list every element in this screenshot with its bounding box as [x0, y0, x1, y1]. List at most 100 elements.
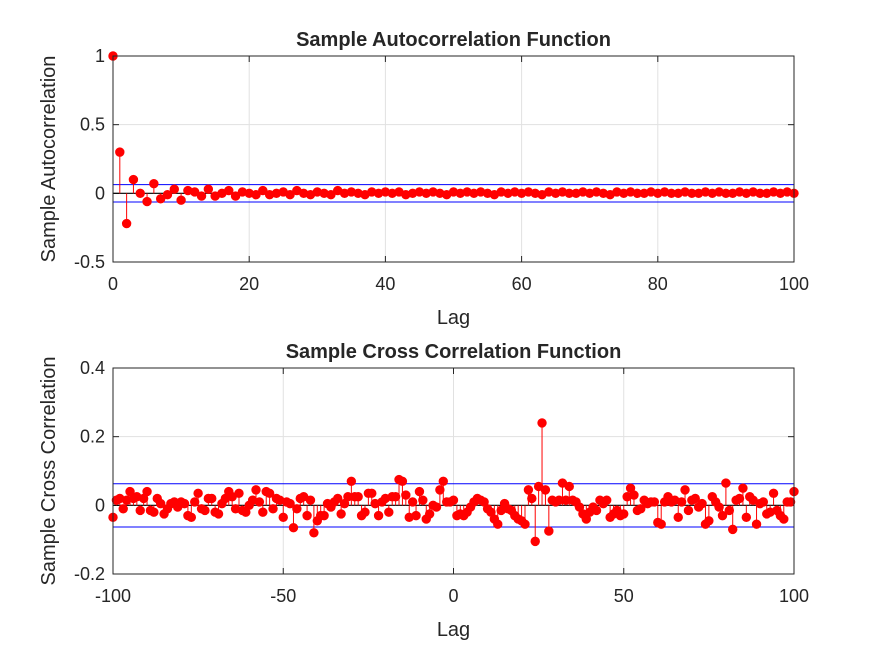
xcf-stem-marker [540, 485, 551, 495]
acf-stem-marker [155, 194, 166, 204]
xcf-stem-marker [779, 514, 789, 524]
xcf-stem-marker [751, 519, 762, 529]
xcf-stem-marker [135, 505, 145, 516]
xcf-stem-marker [717, 510, 728, 521]
xcf-stem-marker [207, 493, 217, 504]
xcf-stem-marker [523, 485, 534, 495]
acf-axes-box [112, 55, 795, 263]
xcf-stem-marker [530, 536, 540, 547]
xcf-stem-marker [258, 507, 268, 517]
xcf-stem-marker [292, 504, 302, 514]
acf-stem-marker [121, 218, 132, 229]
xcf-stem-marker [758, 497, 769, 507]
xcf-stem-marker [520, 519, 530, 529]
xcf-stem-marker [493, 519, 503, 529]
acf-stem-marker [162, 190, 173, 200]
xcf-stem-marker [602, 495, 612, 505]
acf-stem-marker [142, 196, 152, 207]
acf-y-axis-label: Sample Autocorrelation [38, 56, 60, 263]
xcf-stem-marker [697, 498, 707, 509]
acf-stem-marker [169, 184, 179, 194]
xcf-x-tick-label: 50 [614, 586, 634, 606]
xcf-y-tick-labels: -0.2 0 0.2 0.4 [74, 358, 105, 584]
xcf-stem-marker [336, 509, 346, 519]
xcf-stem-marker [288, 522, 299, 533]
xcf-stems [108, 418, 799, 547]
acf-stem-marker [196, 191, 207, 201]
xcf-y-tick-label: 0.2 [80, 427, 105, 447]
xcf-stem-marker [656, 519, 666, 529]
acf-stem-marker [128, 174, 139, 185]
xcf-stem-marker [149, 507, 159, 517]
xcf-stem-marker [411, 510, 421, 521]
acf-stem-marker [326, 190, 336, 200]
xcf-stem-marker [305, 495, 316, 505]
xcf-stem-marker [190, 497, 200, 507]
xcf-stem-marker [234, 488, 244, 499]
xcf-title: Sample Cross Correlation Function [286, 341, 622, 363]
acf-stem-marker [224, 185, 234, 196]
acf-y-tick-label: -0.5 [74, 252, 105, 272]
xcf-stem-marker [714, 502, 724, 512]
xcf-stem-marker [367, 488, 377, 499]
xcf-stem-marker [333, 493, 343, 504]
acf-stem-marker [176, 195, 186, 205]
acf-y-tick-labels: -0.5 0 0.5 1 [74, 46, 105, 272]
xcf-stem-marker [724, 505, 735, 516]
xcf-stem-marker [418, 495, 428, 505]
xcf-stem-marker [373, 510, 384, 521]
xcf-y-axis-label: Sample Cross Correlation [38, 357, 60, 586]
acf-x-axis-label: Lag [437, 307, 470, 329]
acf-stem-marker [115, 147, 125, 157]
acf-stem-marker [149, 179, 159, 189]
xcf-stem-marker [155, 498, 166, 509]
xcf-stem-marker [251, 485, 261, 495]
xcf-stem-marker [680, 485, 690, 495]
acf-x-tick-label: 0 [108, 274, 118, 294]
xcf-x-tick-label: 0 [448, 586, 458, 606]
acf-x-tick-label: 60 [512, 274, 532, 294]
xcf-x-tick-label: 100 [779, 586, 809, 606]
acf-x-tick-label: 20 [239, 274, 259, 294]
xcf-stem-marker [397, 476, 408, 486]
xcf-stem-marker [537, 418, 547, 428]
acf-stem-marker [285, 190, 295, 200]
acf-y-tick-label: 0 [95, 183, 105, 203]
xcf-stem-marker [544, 526, 554, 536]
acf-axes: 0 20 40 60 80 100 -0.500.51 Sample Autocorrel… [38, 29, 809, 329]
xcf-stem-marker [360, 507, 370, 517]
xcf-stem-marker [346, 476, 357, 486]
xcf-stem-marker [254, 497, 265, 507]
xcf-stem-marker [414, 486, 425, 497]
xcf-stem-marker [785, 497, 796, 507]
xcf-stem-marker [401, 490, 411, 500]
xcf-stem-marker [734, 493, 745, 504]
xcf-stem-marker [721, 478, 731, 488]
xcf-stem-marker [319, 510, 329, 521]
xcf-stem-marker [142, 486, 152, 497]
xcf-stem-marker [407, 497, 418, 507]
acf-x-tick-label: 40 [375, 274, 395, 294]
xcf-stem-marker [431, 502, 442, 512]
xcf-stem-marker [676, 497, 687, 507]
acf-stem-marker [203, 184, 214, 194]
xcf-x-tick-labels: -100 -50 0 50 100 [95, 586, 809, 606]
xcf-stem-marker [200, 505, 210, 516]
xcf-stem-marker [384, 507, 394, 517]
acf-stem-marker [190, 187, 200, 197]
xcf-y-tick-label: 0 [95, 495, 105, 515]
acf-stems [108, 51, 799, 229]
xcf-stem-marker [268, 504, 278, 514]
xcf-stem-marker [353, 492, 363, 502]
xcf-stem-marker [179, 498, 190, 509]
xcf-stem-marker [302, 510, 312, 521]
acf-title: Sample Autocorrelation Function [296, 29, 611, 51]
xcf-x-axis-label: Lag [437, 619, 470, 641]
xcf-stem-marker [118, 504, 128, 514]
xcf-stem-marker [435, 485, 445, 495]
xcf-stem-marker [424, 509, 435, 519]
xcf-stem-marker [768, 488, 779, 499]
xcf-stem-marker [309, 528, 319, 538]
xcf-stem-marker [186, 512, 197, 523]
